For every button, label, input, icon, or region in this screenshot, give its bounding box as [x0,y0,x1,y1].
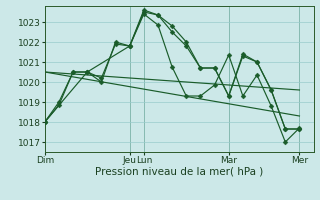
X-axis label: Pression niveau de la mer( hPa ): Pression niveau de la mer( hPa ) [95,167,263,177]
